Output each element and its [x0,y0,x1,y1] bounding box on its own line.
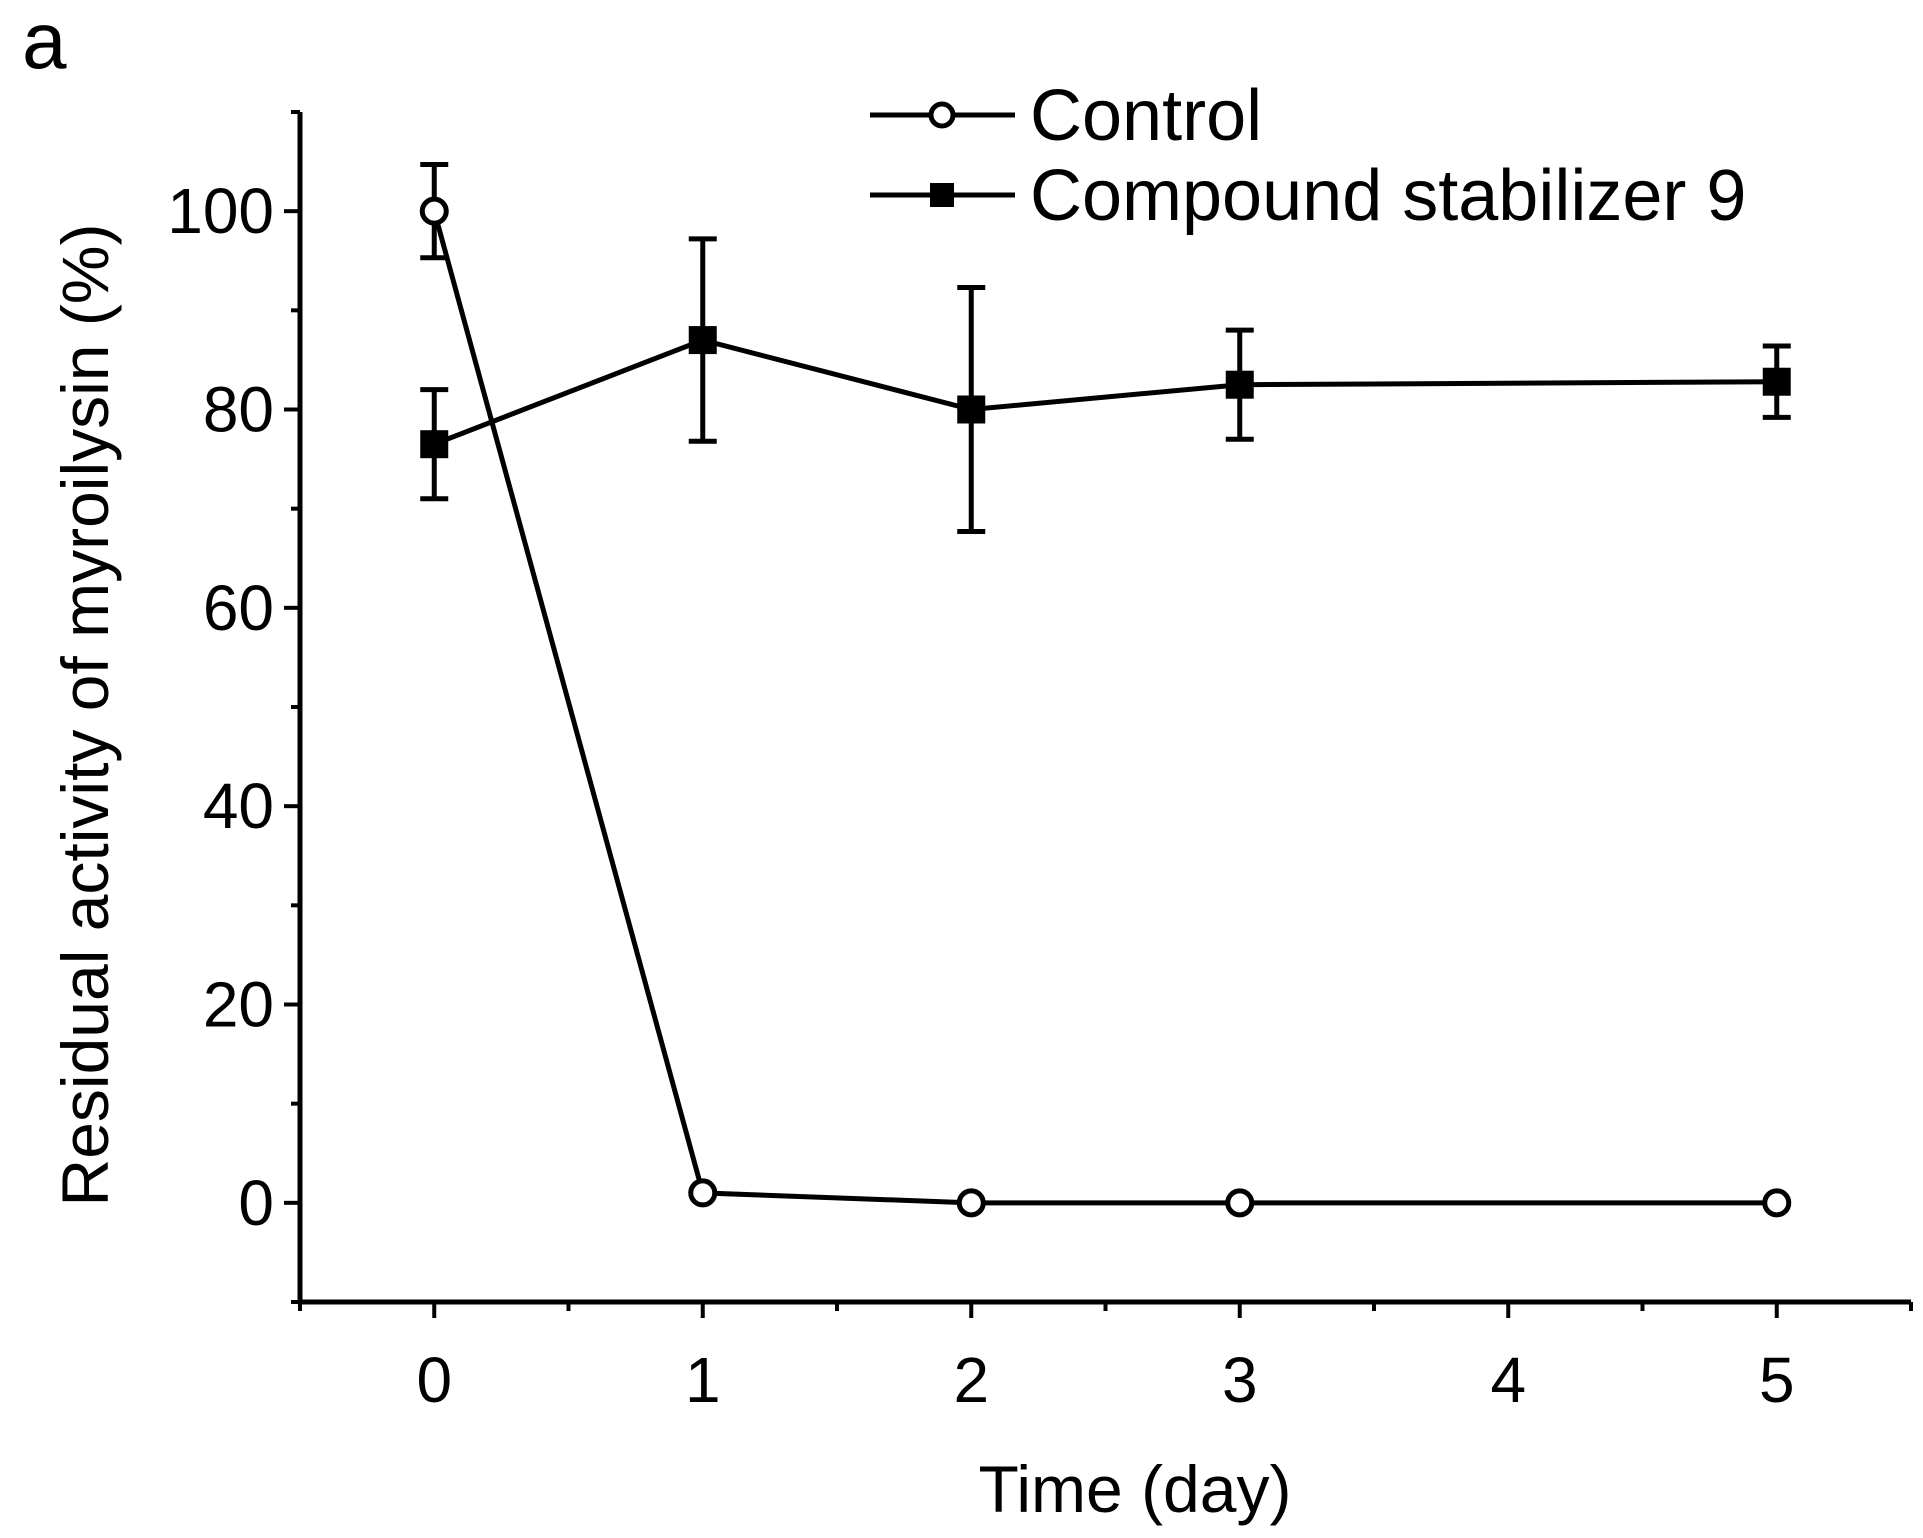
legend: Control Compound stabilizer 9 [870,76,1746,236]
x-axis: 0 1 2 3 4 5 [298,1299,1913,1416]
y-tick-label: 80 [203,374,274,446]
legend-entry-compound-stabilizer-9: Compound stabilizer 9 [870,156,1746,236]
y-axis-title: Residual activity of myroilysin (%) [48,224,122,1207]
data-point [1762,1188,1792,1218]
legend-entry-control: Control [870,76,1262,156]
x-tick-label: 2 [953,1344,989,1416]
x-tick-label: 1 [685,1344,721,1416]
y-tick-label: 0 [238,1167,274,1239]
data-point [956,1188,986,1218]
data-point [957,395,986,424]
x-axis-title: Time (day) [979,1452,1292,1526]
data-point [420,430,449,459]
legend-marker-control [928,101,956,129]
legend-marker-compound-stabilizer-9 [930,183,954,207]
legend-label-control: Control [1030,76,1262,156]
series-line-control [431,210,1777,1206]
y-tick-label: 60 [203,572,274,644]
series-compound-stabilizer-9 [420,236,1791,534]
x-ticks: 0 1 2 3 4 5 [298,1302,1913,1416]
y-tick-label: 20 [203,969,274,1041]
x-tick-label: 0 [416,1344,452,1416]
legend-label-compound-stabilizer-9: Compound stabilizer 9 [1030,156,1746,236]
y-tick-label: 40 [203,770,274,842]
data-point [688,1178,718,1208]
data-point [1762,367,1791,396]
x-tick-label: 5 [1759,1344,1795,1416]
y-ticks: 0 20 40 60 80 100 [167,110,300,1304]
panel-label: a [22,0,67,85]
y-tick-label: 100 [167,175,274,247]
data-point [1225,1188,1255,1218]
series-line-compound-stabilizer-9 [433,337,1777,447]
data-point [1225,370,1254,399]
data-point [419,196,449,226]
plot-area [419,162,1792,1218]
series-control [419,162,1792,1218]
x-tick-label: 3 [1222,1344,1258,1416]
x-tick-label: 4 [1490,1344,1526,1416]
data-point [688,326,717,355]
y-axis: 0 20 40 60 80 100 [167,110,303,1304]
